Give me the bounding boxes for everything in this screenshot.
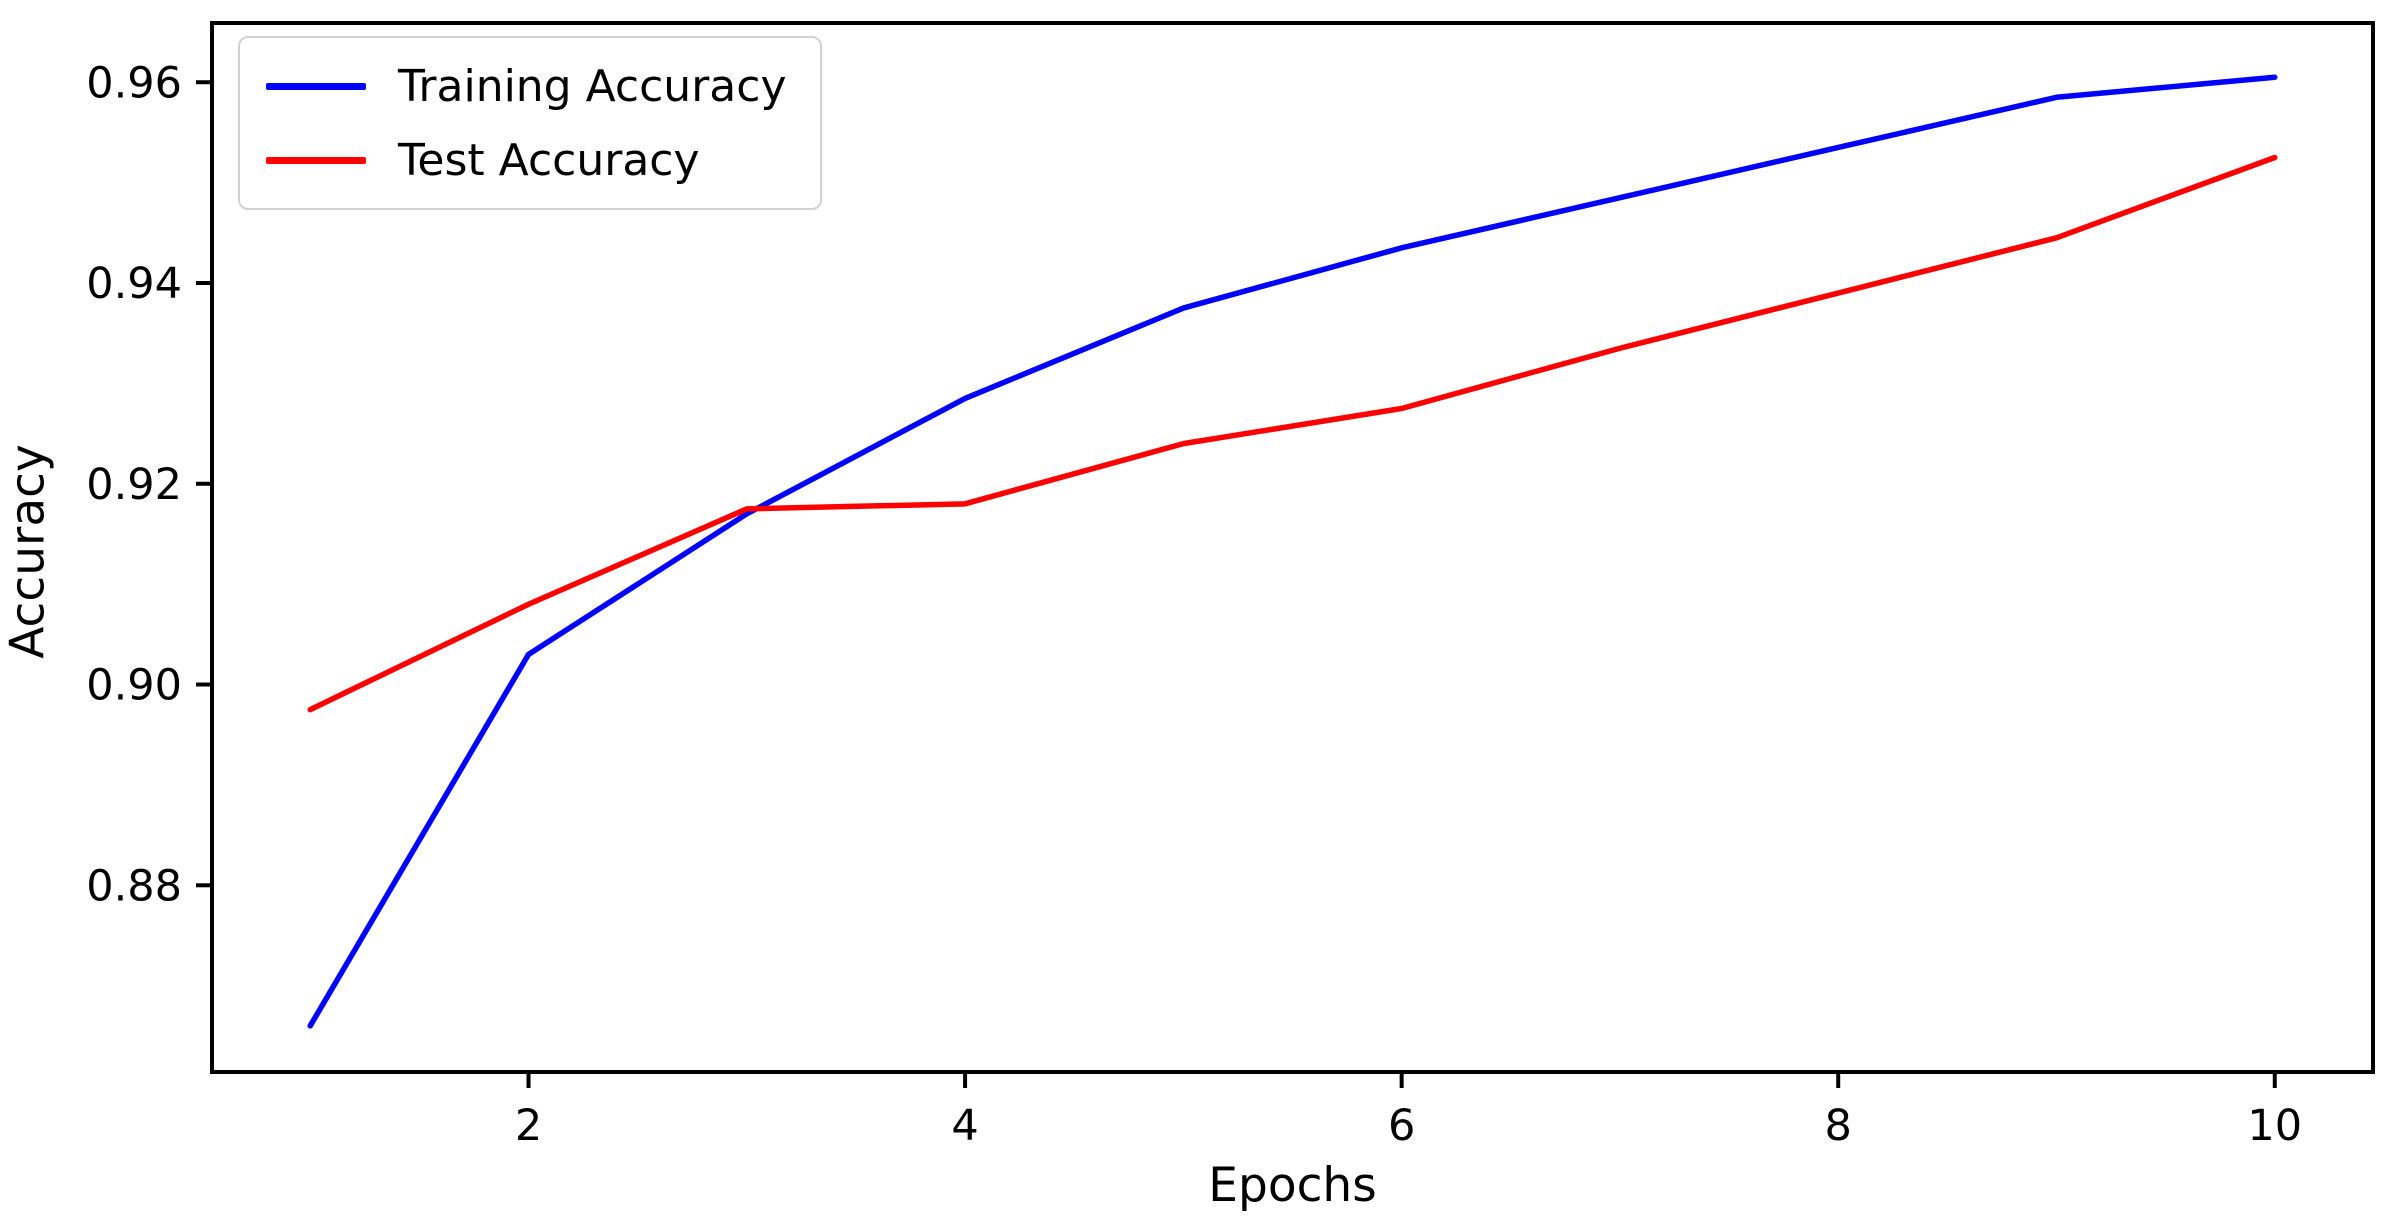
x-tick-label: 10 [2247,1101,2302,1151]
y-tick-label: 0.96 [86,58,182,108]
x-tick-label: 6 [1388,1101,1415,1151]
y-tick-label: 0.92 [86,460,182,510]
x-tick-label: 2 [515,1101,542,1151]
y-tick-label: 0.94 [86,259,182,309]
x-tick-label: 4 [951,1101,978,1151]
x-tick-label: 8 [1825,1101,1852,1151]
legend-label-training: Training Accuracy [398,60,787,112]
test-line-swatch [266,156,366,164]
plot-spines [210,21,2375,1074]
legend-item-training: Training Accuracy [266,54,786,118]
test-accuracy-line [307,154,2278,713]
legend-item-test: Test Accuracy [266,128,786,192]
legend-label-test: Test Accuracy [398,134,700,186]
training-line-swatch [266,82,366,90]
y-tick-label: 0.88 [86,861,182,911]
x-axis-title: Epochs [1208,1158,1377,1213]
y-axis-title: Accuracy [0,444,56,659]
training-accuracy-line [307,74,2278,1029]
legend: Training Accuracy Test Accuracy [238,36,823,210]
y-tick-label: 0.90 [86,661,182,711]
